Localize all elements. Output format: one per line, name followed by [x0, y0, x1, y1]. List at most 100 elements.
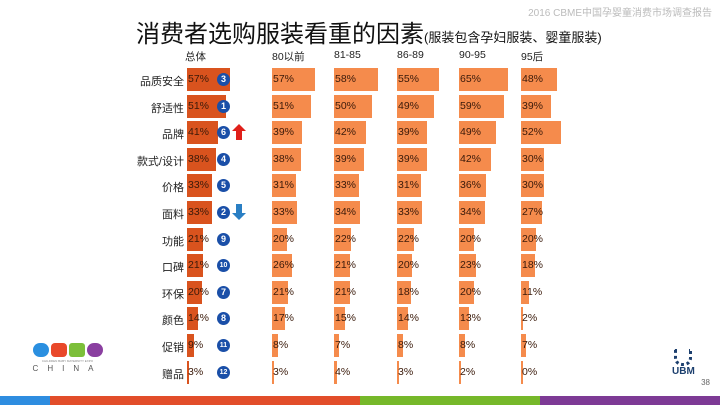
category-label: 品牌 — [162, 129, 184, 142]
bar — [187, 201, 213, 224]
bar — [459, 334, 466, 357]
rank-badge: 8 — [217, 312, 230, 326]
bar — [521, 307, 523, 331]
bar — [521, 121, 561, 145]
data-label: 38% — [273, 152, 295, 165]
data-label: 31% — [398, 179, 420, 192]
bar — [521, 201, 542, 224]
bar — [334, 68, 379, 91]
data-label: 42% — [460, 152, 482, 165]
data-label: 33% — [398, 206, 420, 218]
bar — [397, 307, 408, 331]
footer-bar-green — [360, 396, 540, 405]
data-label: 48% — [522, 73, 544, 85]
data-label: 20% — [522, 232, 544, 245]
footer-bar-orange — [50, 396, 360, 405]
bar — [272, 201, 298, 224]
data-label: 7% — [335, 339, 351, 351]
bar — [521, 254, 535, 278]
data-label: 39% — [522, 99, 544, 112]
data-label: 33% — [335, 179, 357, 192]
bar — [187, 94, 226, 118]
bar — [272, 280, 288, 304]
category-label: 口碑 — [162, 262, 184, 275]
data-label: 20% — [460, 232, 482, 245]
data-label: 33% — [273, 206, 295, 218]
bar — [397, 147, 427, 171]
bar — [272, 227, 288, 251]
data-label: 30% — [522, 179, 544, 192]
data-label: 59% — [460, 99, 482, 112]
data-label: 57% — [188, 73, 210, 85]
bar — [521, 174, 544, 198]
column-header: 81-85 — [334, 49, 361, 61]
bar — [397, 360, 400, 384]
rank-badge: 12 — [217, 365, 230, 379]
data-label: 15% — [335, 312, 357, 325]
rank-badge: 2 — [217, 206, 230, 219]
bar — [459, 360, 461, 384]
data-label: 8% — [398, 339, 414, 351]
data-label: 2% — [460, 365, 476, 378]
bar — [334, 147, 364, 171]
rank-badge: 5 — [217, 179, 230, 193]
bar — [521, 334, 527, 357]
column-header: 86-89 — [397, 49, 424, 61]
bar — [459, 94, 504, 118]
data-label: 20% — [460, 285, 482, 298]
title-sub: (服装包含孕妇服装、婴童服装) — [424, 30, 602, 45]
data-label: 11% — [522, 285, 543, 298]
data-label: 21% — [188, 232, 210, 245]
category-label: 价格 — [162, 182, 184, 195]
data-label: 4% — [335, 365, 351, 378]
category-label: 品质安全 — [140, 76, 184, 88]
report-header: 2016 CBME中国孕婴童消费市场调查报告 — [528, 8, 712, 19]
bar — [459, 121, 497, 145]
bar — [272, 307, 285, 331]
data-label: 49% — [460, 126, 482, 139]
category-label: 环保 — [162, 288, 184, 301]
data-label: 21% — [273, 285, 295, 298]
category-label: 舒适性 — [151, 102, 184, 115]
data-label: 18% — [398, 285, 420, 298]
data-label: 33% — [188, 179, 210, 192]
bar — [521, 147, 544, 171]
bar — [334, 94, 372, 118]
bar — [397, 174, 421, 198]
bar — [521, 360, 523, 384]
data-label: 23% — [460, 259, 482, 272]
bar — [334, 174, 360, 198]
bar — [397, 334, 404, 357]
bar — [187, 280, 203, 304]
bar — [459, 68, 509, 91]
category-label: 赠品 — [162, 368, 184, 381]
data-label: 42% — [335, 126, 357, 139]
footer-bar-blue — [0, 396, 50, 405]
bar — [521, 68, 558, 91]
data-label: 3% — [398, 365, 414, 378]
bar — [187, 121, 219, 145]
data-label: 34% — [335, 206, 357, 218]
data-label: 22% — [398, 232, 420, 245]
data-label: 36% — [460, 179, 482, 192]
bar — [334, 227, 351, 251]
data-label: 39% — [335, 152, 357, 165]
bar — [334, 307, 346, 331]
rank-badge: 3 — [217, 73, 230, 86]
bar — [334, 121, 366, 145]
rank-badge: 7 — [217, 285, 230, 299]
data-label: 41% — [188, 126, 210, 139]
column-header: 总体 — [185, 51, 206, 63]
data-label: 34% — [460, 206, 482, 218]
bar — [187, 147, 216, 171]
data-label: 20% — [188, 285, 210, 298]
data-label: 14% — [188, 312, 210, 325]
data-label: 49% — [398, 99, 420, 112]
data-label: 65% — [460, 73, 482, 85]
bar — [334, 201, 360, 224]
bar — [272, 334, 279, 357]
bar — [521, 227, 537, 251]
bar — [272, 121, 302, 145]
category-label: 面料 — [162, 209, 184, 221]
bar — [397, 94, 435, 118]
